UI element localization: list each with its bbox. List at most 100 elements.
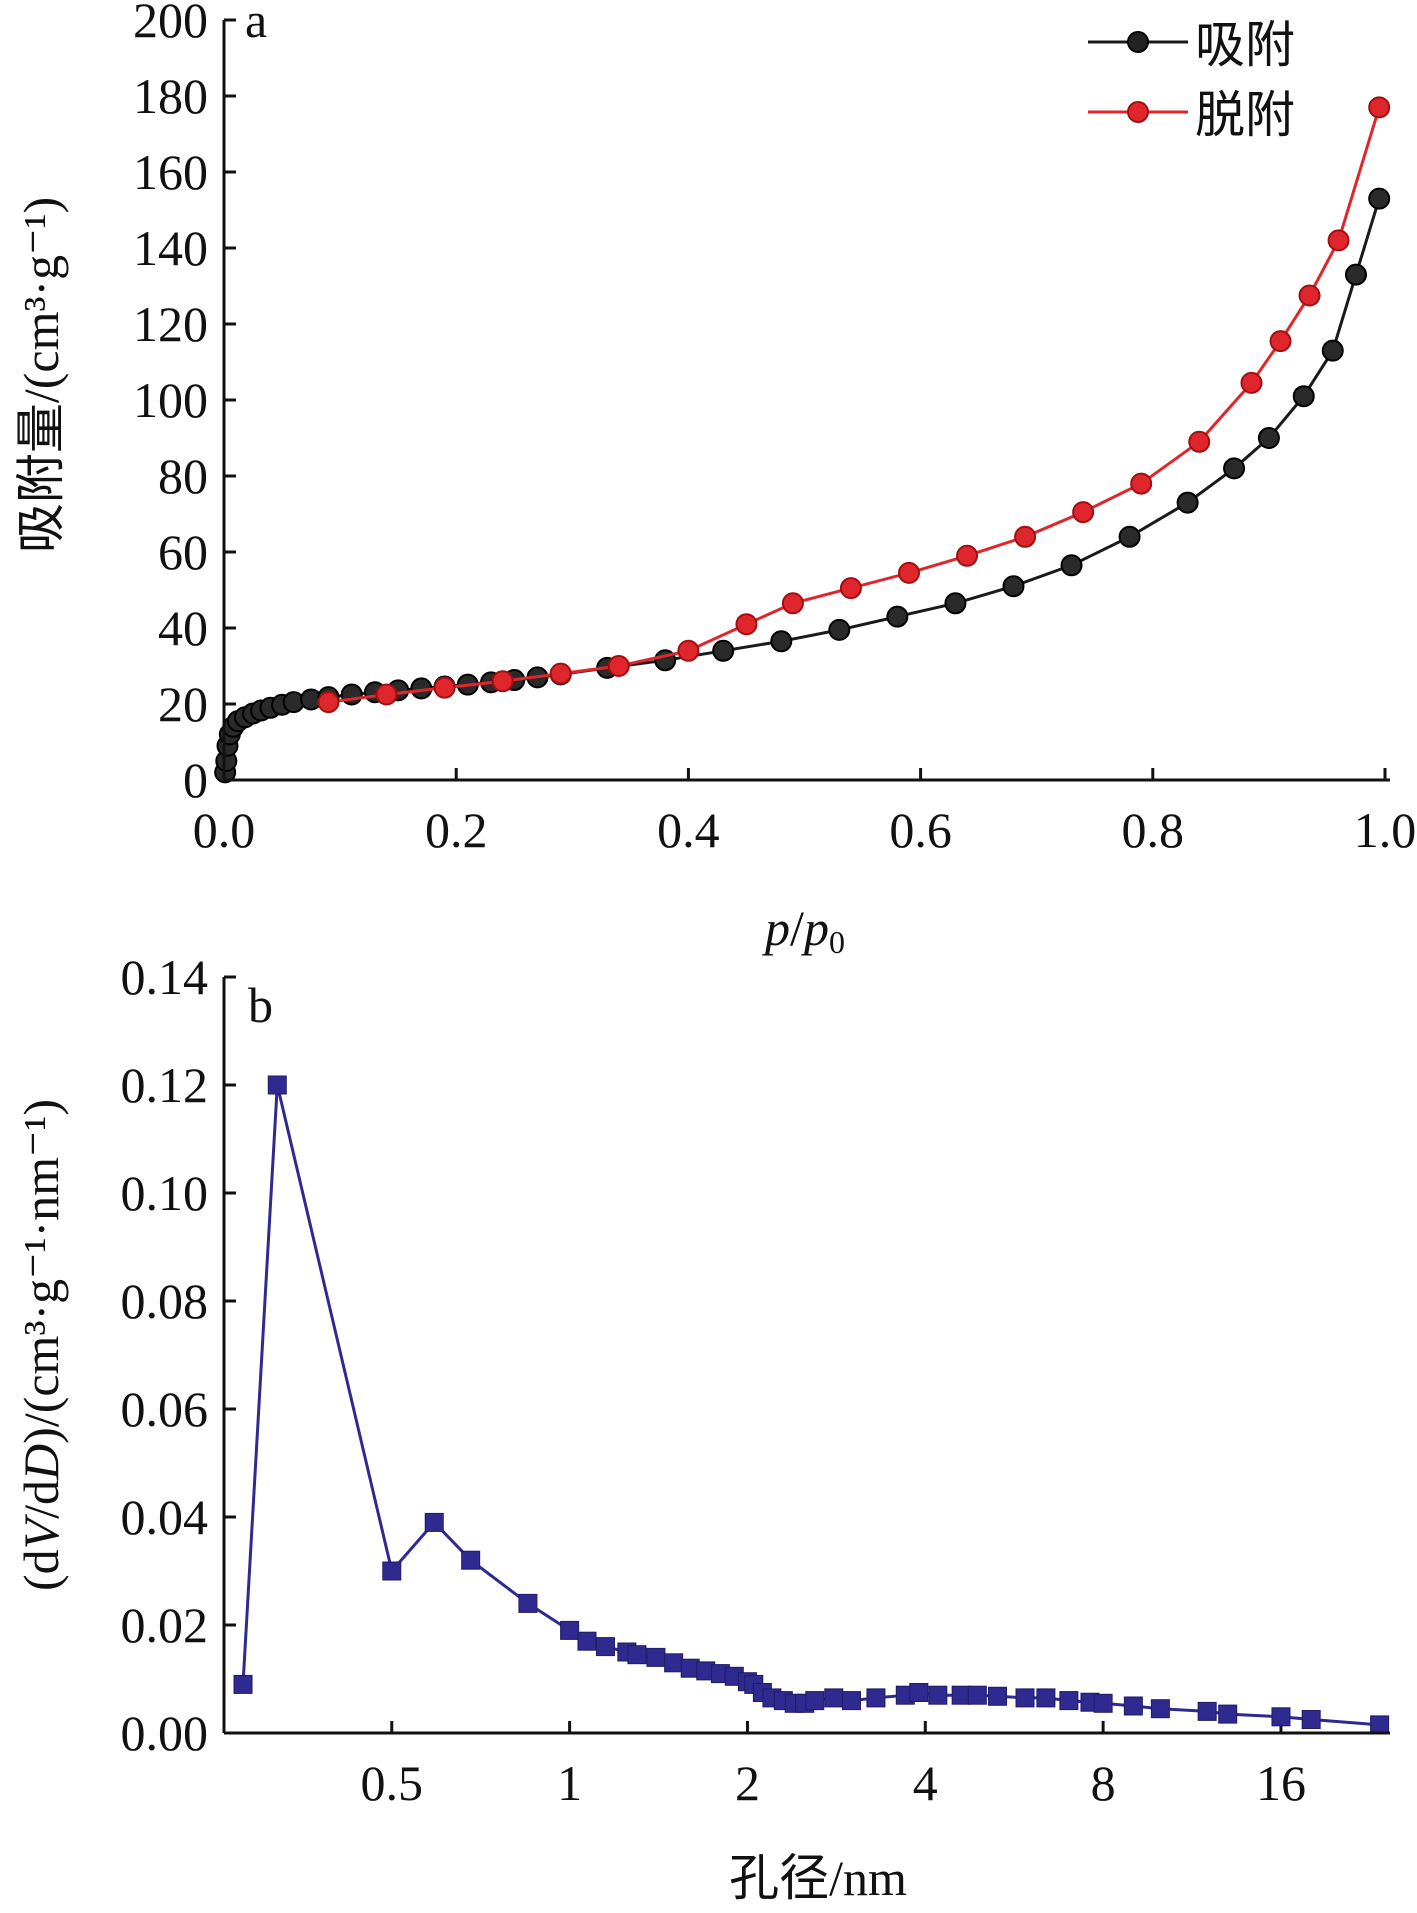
- panel-a-y-axis-title: 吸附量/(cm³·g⁻¹): [13, 197, 69, 553]
- panel-b-x-axis-title: 孔径/nm: [729, 1850, 907, 1906]
- a-x-tick-label: 0.6: [889, 802, 952, 858]
- panel-a-series-group: [214, 96, 1391, 784]
- series-line-pore-distribution: [241, 1084, 1380, 1727]
- data-point-desorption: [375, 683, 398, 706]
- data-point-adsorption: [828, 618, 851, 641]
- data-point-desorption: [1298, 284, 1321, 307]
- panel-b-y-axis: 0.00 0.02 0.04 0.06 0.08 0.10 0.12 0.14: [121, 949, 236, 1761]
- data-point-pore: [951, 1685, 971, 1705]
- a-y-tick-label: 120: [133, 296, 208, 352]
- b-x-tick-label: 1: [557, 1755, 582, 1811]
- data-point-adsorption: [1118, 525, 1141, 548]
- data-point-adsorption: [712, 639, 735, 662]
- b-y-tick-label: 0.02: [121, 1597, 209, 1653]
- a-y-tick-label: 40: [158, 600, 208, 656]
- data-point-desorption: [549, 662, 572, 685]
- data-point-pore: [1015, 1688, 1035, 1708]
- b-y-tick-label: 0.06: [121, 1381, 209, 1437]
- data-point-desorption: [1188, 430, 1211, 453]
- data-point-pore: [627, 1645, 647, 1665]
- a-x-tick-label: 0.4: [657, 802, 720, 858]
- data-point-desorption: [1240, 371, 1263, 394]
- data-point-desorption: [607, 655, 630, 677]
- data-point-pore: [518, 1593, 538, 1613]
- a-x-tick-label: 0.0: [193, 802, 256, 858]
- data-point-pore: [928, 1685, 948, 1705]
- a-y-tick-label: 160: [133, 144, 208, 200]
- data-point-desorption: [1014, 525, 1037, 548]
- data-point-pore: [1271, 1707, 1291, 1727]
- panel-a-label: a: [245, 0, 267, 48]
- panel-b-pore-size-chart: b 0.00 0.02 0.04 0.06 0.08 0.10 0.12 0.14 0.5 1 2…: [13, 949, 1390, 1906]
- b-x-tick-label: 2: [735, 1755, 760, 1811]
- panel-a-isotherm-chart: a 0 20 40 60 80 100 120 140 160 180 200 0.0 0.2 0.4 0…: [13, 0, 1416, 960]
- data-point-adsorption: [1223, 457, 1246, 480]
- data-point-desorption: [317, 691, 340, 714]
- data-point-desorption: [1269, 330, 1292, 353]
- data-point-pore: [841, 1691, 861, 1711]
- legend-label-desorption: 脱附: [1195, 87, 1295, 143]
- data-point-desorption: [781, 592, 804, 615]
- data-point-desorption: [677, 639, 700, 662]
- data-point-pore: [382, 1561, 402, 1581]
- data-point-desorption: [1130, 472, 1153, 495]
- b-y-tick-label: 0.10: [121, 1165, 209, 1221]
- data-point-pore: [1301, 1710, 1321, 1729]
- data-point-adsorption: [340, 683, 363, 706]
- data-point-adsorption: [1368, 187, 1391, 210]
- a-y-tick-label: 20: [158, 676, 208, 732]
- data-point-pore: [1218, 1704, 1238, 1724]
- data-point-adsorption: [1176, 491, 1199, 514]
- data-point-pore: [233, 1674, 253, 1694]
- data-point-pore: [866, 1688, 886, 1708]
- data-point-pore: [909, 1683, 929, 1702]
- data-point-adsorption: [1060, 554, 1083, 577]
- data-point-pore: [1059, 1691, 1079, 1711]
- data-point-pore: [646, 1647, 666, 1667]
- b-x-tick-label: 4: [913, 1755, 938, 1811]
- data-point-desorption: [491, 670, 514, 693]
- data-point-desorption: [956, 544, 979, 567]
- panel-a-y-axis: 0 20 40 60 80 100 120 140 160 180 200: [133, 0, 236, 808]
- legend-marker-desorption: [1127, 101, 1149, 123]
- data-point-desorption: [897, 561, 920, 584]
- data-point-adsorption: [1292, 385, 1315, 408]
- data-point-pore: [987, 1686, 1007, 1706]
- b-x-tick-label: 16: [1256, 1755, 1306, 1811]
- panel-b-label: b: [248, 977, 273, 1033]
- panel-a-legend: 吸附 脱附: [1088, 17, 1295, 143]
- data-point-pore: [824, 1688, 844, 1708]
- data-point-pore: [1370, 1715, 1390, 1735]
- b-y-tick-label: 0.00: [121, 1705, 209, 1761]
- data-point-pore: [805, 1691, 825, 1711]
- a-y-tick-label: 180: [133, 68, 208, 124]
- a-y-tick-label: 60: [158, 524, 208, 580]
- data-point-desorption: [839, 577, 862, 600]
- data-point-pore: [560, 1620, 580, 1640]
- data-point-desorption: [433, 676, 456, 699]
- a-x-tick-label: 0.8: [1122, 802, 1185, 858]
- b-x-tick-label: 8: [1091, 1755, 1116, 1811]
- a-y-tick-label: 80: [158, 448, 208, 504]
- data-point-adsorption: [1002, 575, 1025, 598]
- data-point-pore: [1197, 1701, 1217, 1721]
- data-point-adsorption: [944, 592, 967, 615]
- data-point-pore: [461, 1550, 481, 1570]
- data-point-adsorption: [1321, 339, 1344, 362]
- a-y-tick-label: 100: [133, 372, 208, 428]
- a-y-tick-label: 140: [133, 220, 208, 276]
- data-point-pore: [1150, 1699, 1170, 1719]
- legend-marker-adsorption: [1127, 31, 1149, 53]
- a-x-tick-label: 0.2: [425, 802, 488, 858]
- a-x-tick-label: 1.0: [1354, 802, 1417, 858]
- b-y-tick-label: 0.12: [121, 1057, 209, 1113]
- data-point-desorption: [1327, 229, 1350, 252]
- panel-b-y-axis-title: (dV/dD)/(cm³·g⁻¹·nm⁻¹): [13, 1099, 69, 1591]
- legend-label-adsorption: 吸附: [1195, 17, 1295, 73]
- series-line-desorption: [328, 106, 1381, 704]
- data-point-adsorption: [1344, 263, 1367, 286]
- a-y-tick-label: 200: [133, 0, 208, 48]
- a-y-tick-label: 0: [183, 752, 208, 808]
- data-point-adsorption: [770, 630, 793, 653]
